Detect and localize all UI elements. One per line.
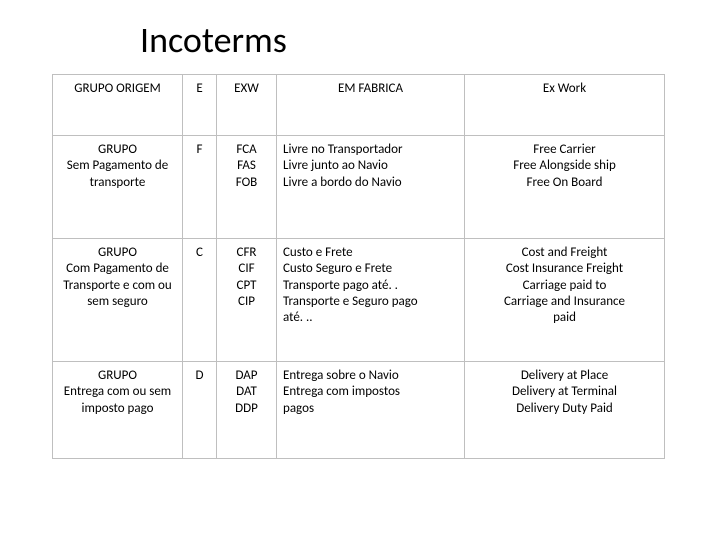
desc-pt-cell: Custo e FreteCusto Seguro e FreteTranspo… bbox=[277, 239, 465, 362]
letter-cell: E bbox=[183, 75, 217, 136]
table-row: GRUPO ORIGEMEEXWEM FABRICAEx Work bbox=[53, 75, 665, 136]
desc-en-cell: Cost and FreightCost Insurance FreightCa… bbox=[465, 239, 665, 362]
group-cell: GRUPOCom Pagamento deTransporte e com ou… bbox=[53, 239, 183, 362]
desc-pt-cell: Entrega sobre o NavioEntrega com imposto… bbox=[277, 362, 465, 459]
group-cell: GRUPO ORIGEM bbox=[53, 75, 183, 136]
desc-pt-cell: EM FABRICA bbox=[277, 75, 465, 136]
codes-cell: CFRCIFCPTCIP bbox=[217, 239, 277, 362]
page-title: Incoterms bbox=[140, 18, 720, 62]
incoterms-table: GRUPO ORIGEMEEXWEM FABRICAEx WorkGRUPOSe… bbox=[52, 74, 665, 459]
table-body: GRUPO ORIGEMEEXWEM FABRICAEx WorkGRUPOSe… bbox=[53, 75, 665, 459]
letter-cell: C bbox=[183, 239, 217, 362]
desc-en-cell: Delivery at PlaceDelivery at TerminalDel… bbox=[465, 362, 665, 459]
group-cell: GRUPOEntrega com ou semimposto pago bbox=[53, 362, 183, 459]
letter-cell: D bbox=[183, 362, 217, 459]
table-row: GRUPOCom Pagamento deTransporte e com ou… bbox=[53, 239, 665, 362]
table-row: GRUPOSem Pagamento detransporteFFCAFASFO… bbox=[53, 136, 665, 239]
table-row: GRUPOEntrega com ou semimposto pagoDDAPD… bbox=[53, 362, 665, 459]
desc-en-cell: Free CarrierFree Alongside shipFree On B… bbox=[465, 136, 665, 239]
group-cell: GRUPOSem Pagamento detransporte bbox=[53, 136, 183, 239]
desc-pt-cell: Livre no TransportadorLivre junto ao Nav… bbox=[277, 136, 465, 239]
codes-cell: EXW bbox=[217, 75, 277, 136]
letter-cell: F bbox=[183, 136, 217, 239]
codes-cell: FCAFASFOB bbox=[217, 136, 277, 239]
codes-cell: DAPDATDDP bbox=[217, 362, 277, 459]
desc-en-cell: Ex Work bbox=[465, 75, 665, 136]
